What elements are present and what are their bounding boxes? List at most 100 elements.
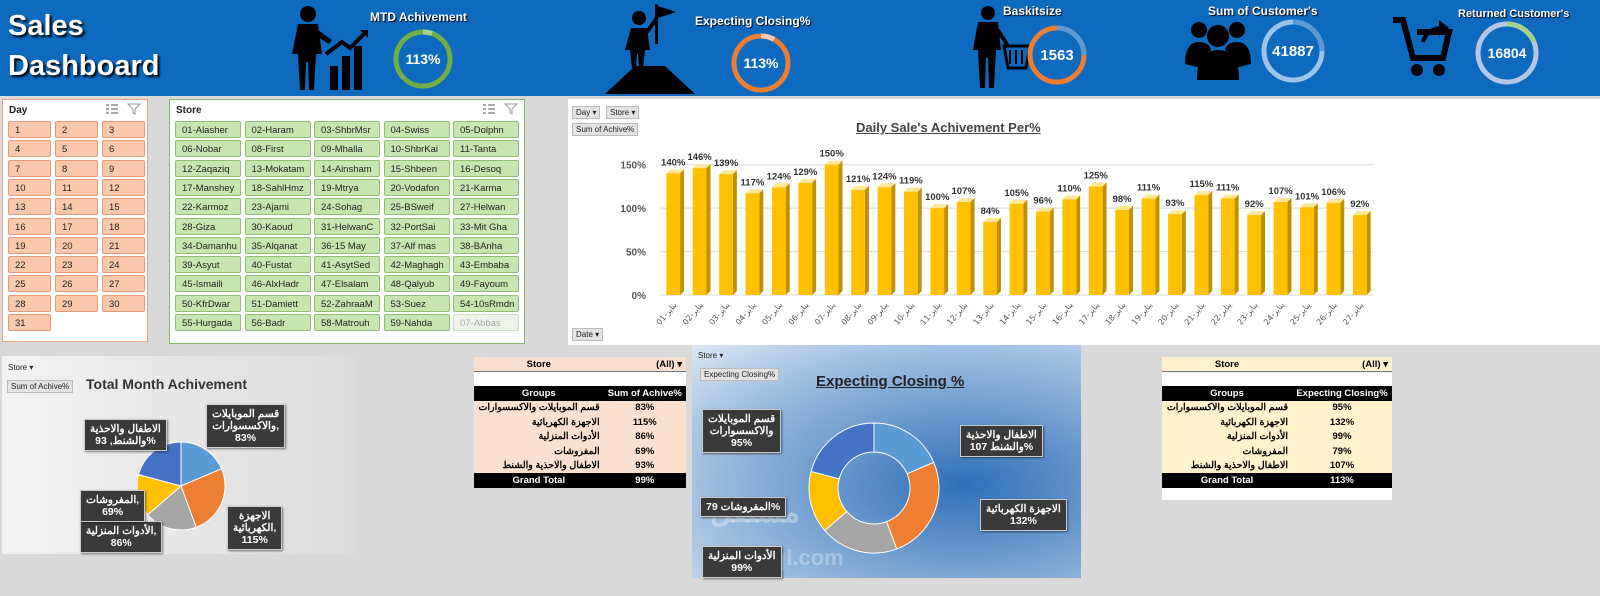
daily-bar[interactable] (1352, 215, 1367, 295)
store-slicer-item[interactable]: 23-Ajami (244, 198, 311, 216)
day-filter-button[interactable]: Day ▾ (572, 106, 601, 119)
day-slicer-item[interactable]: 18 (102, 217, 145, 235)
daily-bar[interactable] (1326, 202, 1341, 295)
store-slicer-item[interactable]: 07-Abbas (453, 314, 519, 331)
store-slicer-item[interactable]: 35-Alqanat (244, 236, 311, 254)
store-slicer-item[interactable]: 52-ZahraaM (314, 294, 380, 312)
store-slicer-item[interactable]: 50-KfrDwar (175, 294, 241, 312)
store-slicer-item[interactable]: 21-Karma (453, 178, 519, 196)
store-slicer-item[interactable]: 19-Mtrya (314, 178, 380, 196)
store-filter-button[interactable]: Store ▾ (606, 106, 640, 119)
day-slicer-item[interactable]: 23 (55, 256, 98, 274)
store-slicer-item[interactable]: 27-Helwan (453, 198, 519, 216)
daily-bar[interactable] (1088, 186, 1103, 295)
store-slicer-item[interactable]: 16-Desoq (453, 159, 519, 177)
daily-bar[interactable] (719, 174, 733, 295)
store-slicer-item[interactable]: 09-Mhalla (314, 140, 380, 158)
donut-store-filter[interactable]: Store ▾ (698, 351, 724, 360)
day-slicer-item[interactable]: 7 (8, 159, 51, 177)
daily-bar[interactable] (1220, 198, 1235, 295)
daily-bar[interactable] (851, 189, 865, 295)
day-slicer-item[interactable]: 12 (102, 178, 145, 196)
donut-field-button[interactable]: Expecting Closing% (700, 368, 780, 381)
day-slicer-item[interactable]: 13 (8, 198, 51, 216)
store-slicer-item[interactable]: 14-Ainsham (314, 159, 380, 177)
multi-select-icon[interactable] (482, 103, 496, 115)
pie-slice[interactable] (885, 461, 940, 550)
store-slicer-item[interactable]: 01-Alasher (175, 121, 241, 138)
day-slicer-item[interactable]: 21 (102, 236, 145, 254)
day-slicer-item[interactable]: 11 (55, 178, 98, 196)
daily-bar[interactable] (1273, 202, 1288, 295)
store-slicer-item[interactable]: 24-Sohag (314, 198, 380, 216)
store-slicer-item[interactable]: 54-10sRmdn (453, 294, 519, 312)
daily-bar[interactable] (1009, 203, 1024, 295)
day-slicer-item[interactable]: 28 (8, 294, 51, 312)
store-slicer-item[interactable]: 31-HelwanC (314, 217, 380, 235)
daily-bar[interactable] (666, 173, 681, 295)
store-slicer-item[interactable]: 56-Badr (244, 314, 311, 331)
day-slicer-item[interactable]: 22 (8, 256, 51, 274)
daily-bar[interactable] (1062, 199, 1077, 295)
day-slicer-item[interactable]: 15 (102, 198, 145, 216)
store-slicer-item[interactable]: 33-Mit Gha (453, 217, 519, 235)
store-slicer-item[interactable]: 49-Fayoum (453, 275, 519, 293)
daily-bar[interactable] (798, 182, 813, 295)
daily-bar[interactable] (1247, 215, 1262, 295)
store-slicer-item[interactable]: 11-Tanta (453, 140, 519, 158)
pie-slice[interactable] (180, 468, 226, 528)
day-slicer-item[interactable]: 17 (55, 217, 98, 235)
daily-bar[interactable] (1141, 198, 1156, 295)
store-slicer-item[interactable]: 13-Mokatam (244, 159, 311, 177)
day-slicer-item[interactable]: 27 (102, 275, 145, 293)
store-slicer-item[interactable]: 25-BSweif (383, 198, 450, 216)
store-slicer-item[interactable]: 12-Zaqaziq (175, 159, 241, 177)
store-slicer-item[interactable]: 43-Embaba (453, 256, 519, 274)
day-slicer-item[interactable]: 5 (55, 140, 98, 158)
day-slicer-item[interactable]: 16 (8, 217, 51, 235)
multi-select-icon[interactable] (105, 103, 119, 115)
store-slicer-item[interactable]: 10-ShbrKai (383, 140, 450, 158)
clear-filter-icon[interactable] (504, 103, 518, 115)
store-slicer-item[interactable]: 39-Asyut (175, 256, 241, 274)
store-slicer-item[interactable]: 45-Ismaili (175, 275, 241, 293)
daily-bar[interactable] (956, 202, 971, 295)
store-slicer-item[interactable]: 02-Haram (244, 121, 311, 138)
daily-bar[interactable] (1115, 209, 1129, 295)
daily-bar[interactable] (692, 168, 707, 295)
field-button[interactable]: Sum of Achive% (572, 123, 639, 136)
store-slicer-item[interactable]: 34-Damanhu (175, 236, 241, 254)
store-slicer-item[interactable]: 06-Nobar (175, 140, 241, 158)
store-slicer-item[interactable]: 38-BAnha (453, 236, 519, 254)
day-slicer-item[interactable]: 29 (55, 294, 98, 312)
day-slicer-item[interactable]: 24 (102, 256, 145, 274)
store-slicer-item[interactable]: 20-Vodafon (383, 178, 450, 196)
daily-bar[interactable] (983, 222, 997, 295)
store-slicer-item[interactable]: 59-Nahda (383, 314, 450, 331)
pie-slice[interactable] (810, 422, 875, 480)
day-slicer-item[interactable]: 6 (102, 140, 145, 158)
store-slicer-item[interactable]: 48-Qalyub (383, 275, 450, 293)
day-slicer-item[interactable]: 4 (8, 140, 51, 158)
store-slicer-item[interactable]: 28-Giza (175, 217, 241, 235)
store-slicer-item[interactable]: 46-AlxHadr (244, 275, 311, 293)
day-slicer-item[interactable]: 1 (8, 121, 51, 138)
day-slicer-item[interactable]: 25 (8, 275, 51, 293)
store-slicer-item[interactable]: 32-PortSai (383, 217, 450, 235)
pie-slice[interactable] (137, 441, 182, 487)
day-slicer-item[interactable]: 9 (102, 159, 145, 177)
store-slicer-item[interactable]: 53-Suez (383, 294, 450, 312)
pie-field-button[interactable]: Sum of Achive% (7, 380, 74, 393)
store-slicer-item[interactable]: 51-Damiett (244, 294, 311, 312)
day-slicer-item[interactable]: 19 (8, 236, 51, 254)
day-slicer-item[interactable]: 10 (8, 178, 51, 196)
store-slicer-item[interactable]: 18-SahlHmz (244, 178, 311, 196)
daily-bar[interactable] (1300, 207, 1314, 295)
store-slicer-item[interactable]: 47-Elsalam (314, 275, 380, 293)
day-slicer-item[interactable]: 2 (55, 121, 98, 138)
day-slicer-item[interactable]: 26 (55, 275, 98, 293)
pie-store-filter[interactable]: Store ▾ (8, 363, 34, 372)
daily-bar[interactable] (930, 208, 945, 295)
pivot-filter-value[interactable]: (All) ▾ (603, 357, 686, 372)
pie-slice[interactable] (146, 485, 197, 531)
